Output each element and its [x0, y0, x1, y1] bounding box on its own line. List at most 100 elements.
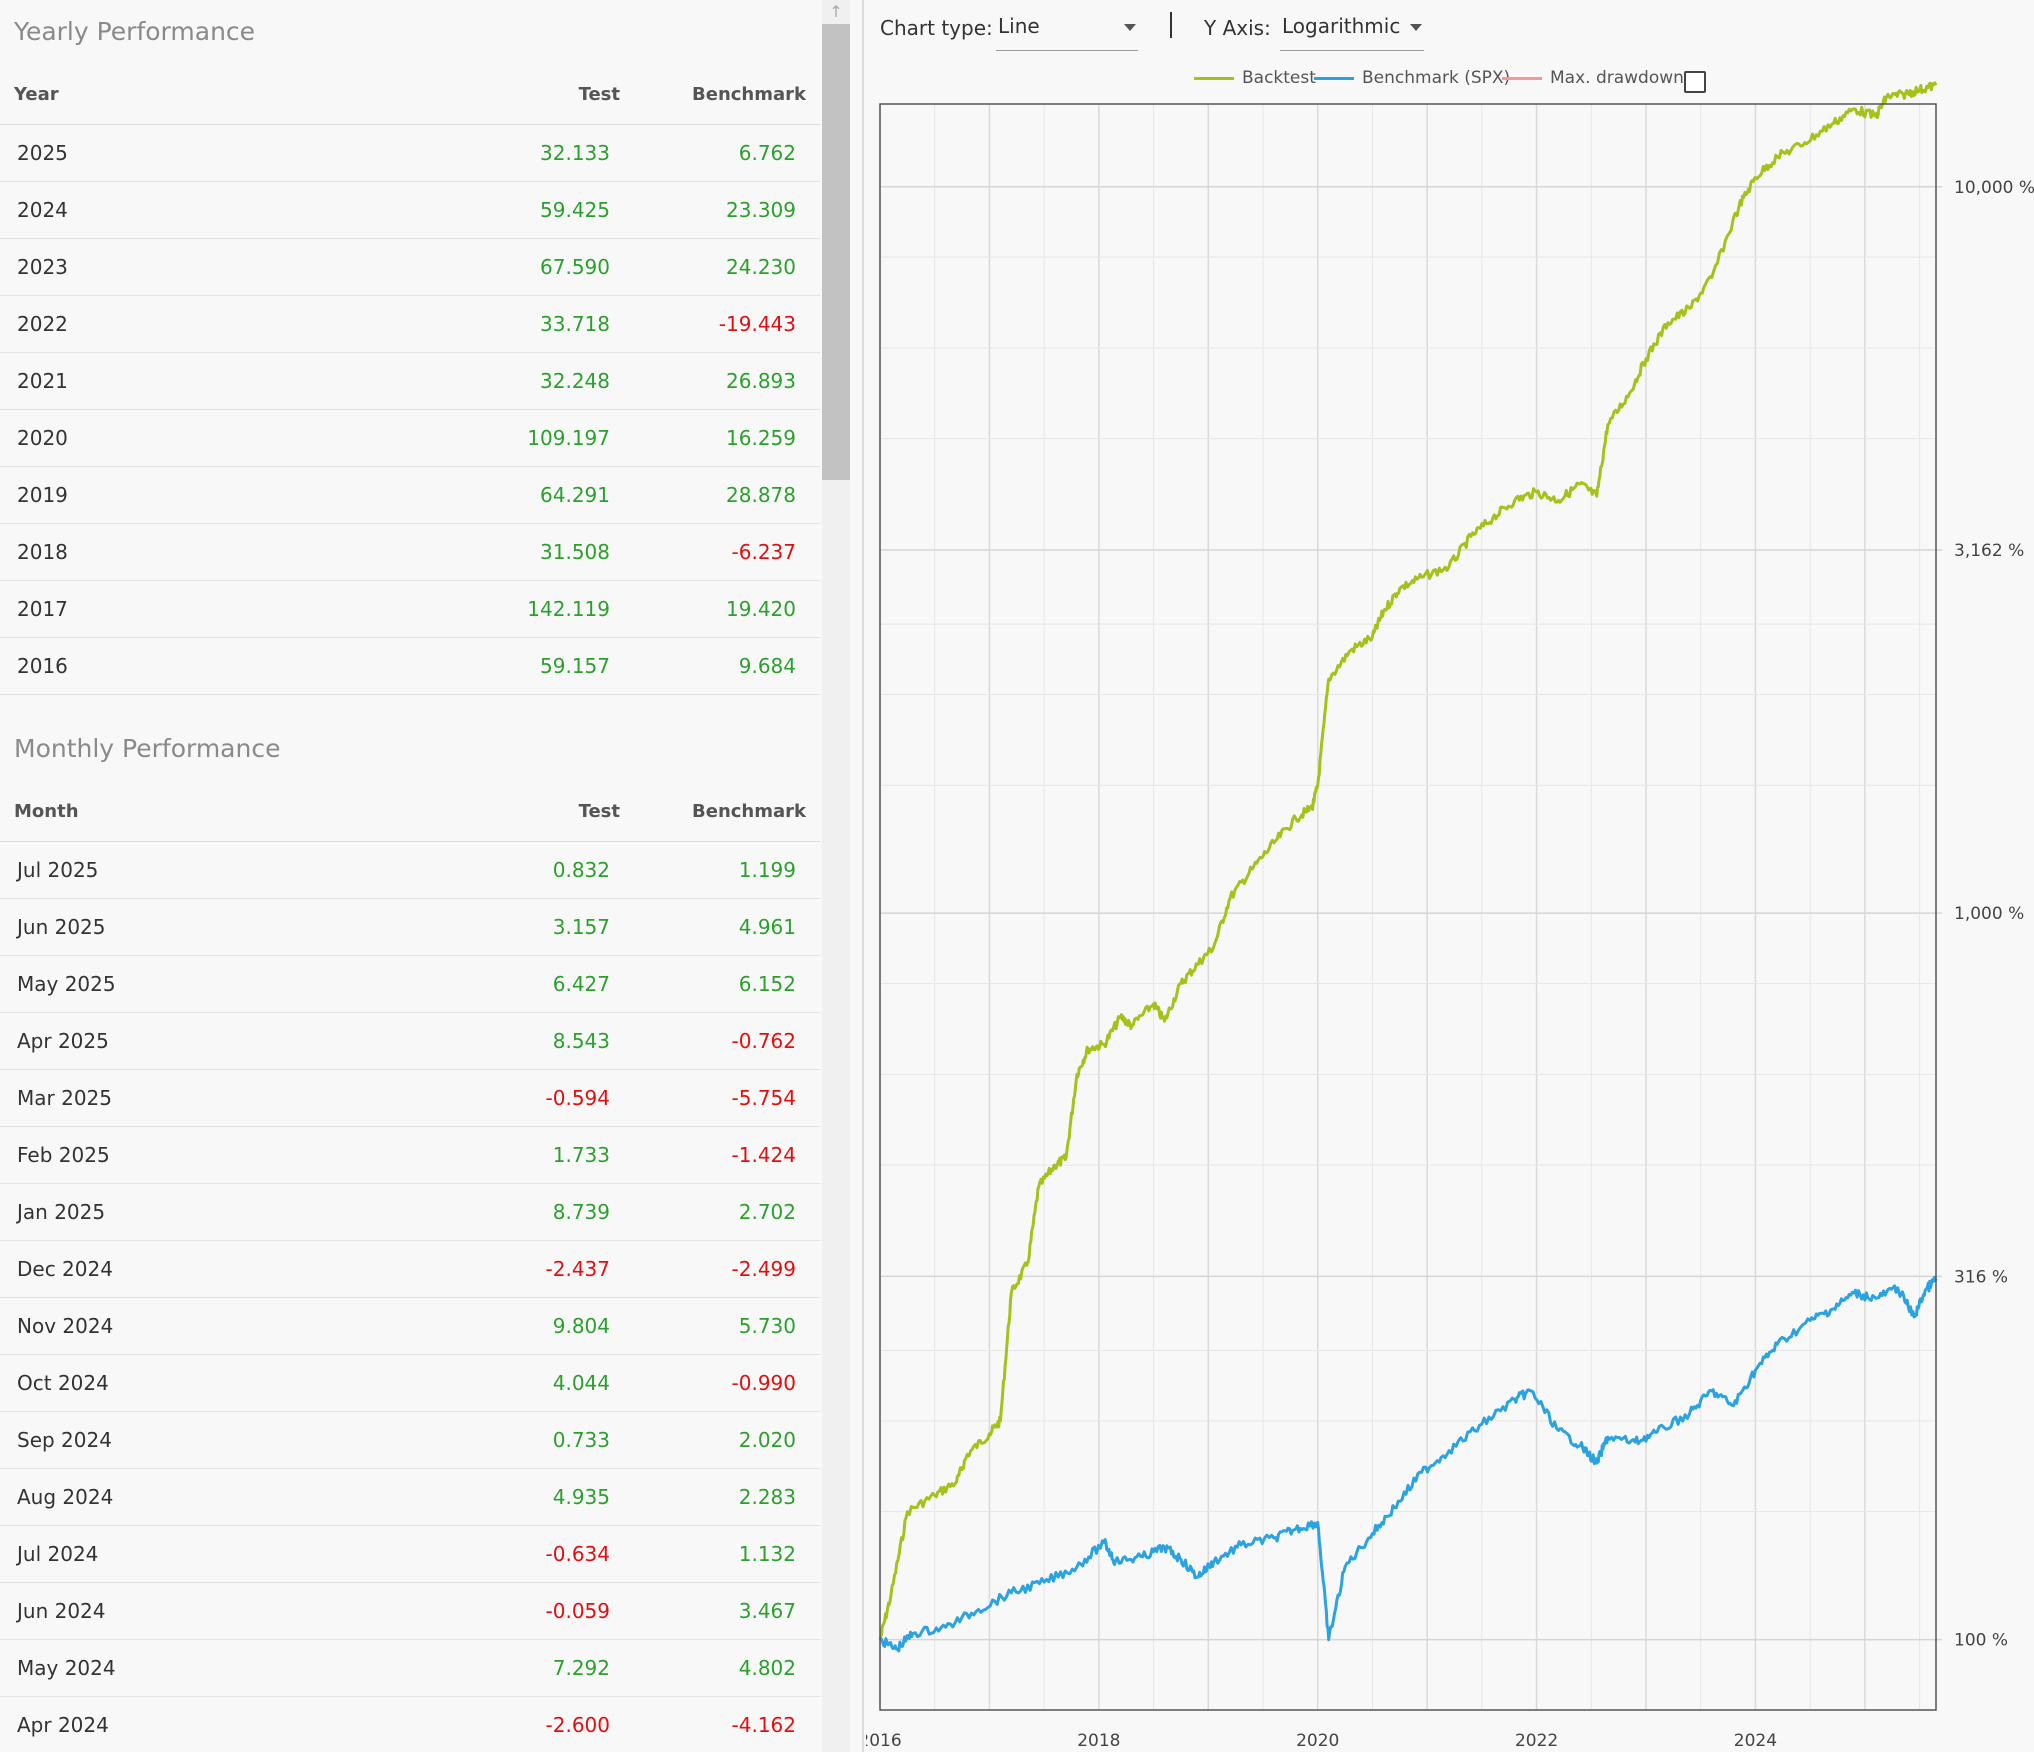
row-label-cell: Sep 2024 — [0, 1411, 420, 1469]
row-label-cell: Jan 2025 — [0, 1183, 420, 1241]
y-tick-label: 3,162 % — [1954, 541, 2024, 561]
table-row[interactable]: Apr 2024 -2.600 -4.162 — [0, 1696, 820, 1752]
test-value-cell: -2.437 — [420, 1240, 650, 1298]
max-drawdown-checkbox[interactable] — [1684, 71, 1706, 93]
benchmark-value-cell: 2.283 — [650, 1468, 820, 1526]
performance-chart[interactable]: 100 % 316 % 1,000 % 3,162 % 10,000 % 2016 2018… — [866, 0, 2034, 1752]
chart-type-dropdown[interactable]: Line — [996, 10, 1138, 51]
benchmark-value-cell: -2.499 — [650, 1240, 820, 1298]
toolbar-separator — [1170, 12, 1172, 38]
row-label-cell: May 2024 — [0, 1639, 420, 1697]
test-value-cell: 59.425 — [420, 181, 650, 239]
table-row[interactable]: 2024 59.425 23.309 — [0, 181, 820, 239]
column-header-benchmark[interactable]: Benchmark — [650, 64, 820, 125]
benchmark-value-cell: -5.754 — [650, 1069, 820, 1127]
x-tick-label: 2016 — [866, 1731, 902, 1751]
chart-panel: Chart type: Line Y Axis: Logarithmic Bac… — [866, 0, 2034, 1752]
benchmark-value-cell: -1.424 — [650, 1126, 820, 1184]
benchmark-value-cell: 5.730 — [650, 1297, 820, 1355]
legend-label-backtest: Backtest — [1242, 68, 1316, 88]
table-row[interactable]: Jul 2025 0.832 1.199 — [0, 841, 820, 899]
legend-swatch-max-drawdown — [1502, 76, 1542, 80]
row-label-cell: 2019 — [0, 466, 420, 524]
table-row[interactable]: 2019 64.291 28.878 — [0, 466, 820, 524]
test-value-cell: 0.832 — [420, 841, 650, 899]
legend-label-max-drawdown: Max. drawdown — [1550, 68, 1684, 88]
benchmark-value-cell: 28.878 — [650, 466, 820, 524]
test-value-cell: -0.594 — [420, 1069, 650, 1127]
row-label-cell: May 2025 — [0, 955, 420, 1013]
table-row[interactable]: Nov 2024 9.804 5.730 — [0, 1297, 820, 1355]
caret-down-icon — [1124, 24, 1136, 31]
row-label-cell: Dec 2024 — [0, 1240, 420, 1298]
table-row[interactable]: Mar 2025 -0.594 -5.754 — [0, 1069, 820, 1127]
row-label-cell: Aug 2024 — [0, 1468, 420, 1526]
table-row[interactable]: 2020 109.197 16.259 — [0, 409, 820, 467]
legend-item-benchmark[interactable]: Benchmark (SPX) — [1314, 68, 1510, 88]
table-row[interactable]: 2022 33.718 -19.443 — [0, 295, 820, 353]
benchmark-value-cell: 1.132 — [650, 1525, 820, 1583]
test-value-cell: 7.292 — [420, 1639, 650, 1697]
test-value-cell: -0.634 — [420, 1525, 650, 1583]
table-row[interactable]: Jul 2024 -0.634 1.132 — [0, 1525, 820, 1583]
row-label-cell: Jun 2025 — [0, 898, 420, 956]
column-header-benchmark[interactable]: Benchmark — [650, 781, 820, 842]
table-row[interactable]: Jun 2024 -0.059 3.467 — [0, 1582, 820, 1640]
table-row[interactable]: May 2025 6.427 6.152 — [0, 955, 820, 1013]
table-row[interactable]: 2021 32.248 26.893 — [0, 352, 820, 410]
yearly-performance-table: Year Test Benchmark 2025 32.133 6.762 2024 5… — [0, 64, 820, 695]
table-row[interactable]: Jun 2025 3.157 4.961 — [0, 898, 820, 956]
column-header-test[interactable]: Test — [420, 64, 650, 125]
row-label-cell: Apr 2024 — [0, 1696, 420, 1752]
benchmark-value-cell: -6.237 — [650, 523, 820, 581]
panel-divider[interactable] — [862, 0, 864, 1752]
table-row[interactable]: 2023 67.590 24.230 — [0, 238, 820, 296]
table-row[interactable]: Oct 2024 4.044 -0.990 — [0, 1354, 820, 1412]
chart-type-value: Line — [998, 14, 1040, 38]
legend-label-benchmark: Benchmark (SPX) — [1362, 68, 1511, 88]
benchmark-value-cell: 4.961 — [650, 898, 820, 956]
table-row[interactable]: May 2024 7.292 4.802 — [0, 1639, 820, 1697]
series-line-benchmark — [879, 1275, 1938, 1653]
column-header-month[interactable]: Month — [0, 781, 420, 842]
benchmark-value-cell: 6.762 — [650, 124, 820, 182]
table-row[interactable]: 2018 31.508 -6.237 — [0, 523, 820, 581]
column-header-test[interactable]: Test — [420, 781, 650, 842]
table-row[interactable]: Sep 2024 0.733 2.020 — [0, 1411, 820, 1469]
series-line-backtest — [878, 81, 1938, 1640]
monthly-performance-table: Month Test Benchmark Jul 2025 0.832 1.199 J… — [0, 781, 820, 1752]
table-row[interactable]: Feb 2025 1.733 -1.424 — [0, 1126, 820, 1184]
arrow-up-icon[interactable]: ↑ — [829, 2, 843, 21]
benchmark-value-cell: 3.467 — [650, 1582, 820, 1640]
row-label-cell: 2022 — [0, 295, 420, 353]
scrollbar-thumb[interactable] — [822, 24, 850, 480]
legend-item-backtest[interactable]: Backtest — [1194, 68, 1316, 88]
table-row[interactable]: 2016 59.157 9.684 — [0, 637, 820, 695]
benchmark-value-cell: 6.152 — [650, 955, 820, 1013]
benchmark-value-cell: 2.702 — [650, 1183, 820, 1241]
x-tick-label: 2022 — [1515, 1731, 1558, 1751]
test-value-cell: 4.044 — [420, 1354, 650, 1412]
table-row[interactable]: 2017 142.119 19.420 — [0, 580, 820, 638]
test-value-cell: 142.119 — [420, 580, 650, 638]
benchmark-value-cell: 4.802 — [650, 1639, 820, 1697]
table-row[interactable]: Apr 2025 8.543 -0.762 — [0, 1012, 820, 1070]
table-row[interactable]: 2025 32.133 6.762 — [0, 124, 820, 182]
table-row[interactable]: Aug 2024 4.935 2.283 — [0, 1468, 820, 1526]
test-value-cell: 64.291 — [420, 466, 650, 524]
benchmark-value-cell: 24.230 — [650, 238, 820, 296]
y-tick-label: 316 % — [1954, 1267, 2008, 1287]
test-value-cell: 6.427 — [420, 955, 650, 1013]
test-value-cell: 33.718 — [420, 295, 650, 353]
row-label-cell: 2024 — [0, 181, 420, 239]
table-row[interactable]: Jan 2025 8.739 2.702 — [0, 1183, 820, 1241]
legend-item-max-drawdown[interactable]: Max. drawdown — [1502, 68, 1684, 88]
chart-type-label: Chart type: — [880, 16, 993, 40]
y-axis-dropdown[interactable]: Logarithmic — [1280, 10, 1424, 51]
row-label-cell: Oct 2024 — [0, 1354, 420, 1412]
vertical-scrollbar[interactable]: ↑ — [822, 0, 850, 1752]
column-header-year[interactable]: Year — [0, 64, 420, 125]
table-row[interactable]: Dec 2024 -2.437 -2.499 — [0, 1240, 820, 1298]
benchmark-value-cell: 23.309 — [650, 181, 820, 239]
chart-toolbar: Chart type: Line Y Axis: Logarithmic — [866, 0, 2034, 56]
